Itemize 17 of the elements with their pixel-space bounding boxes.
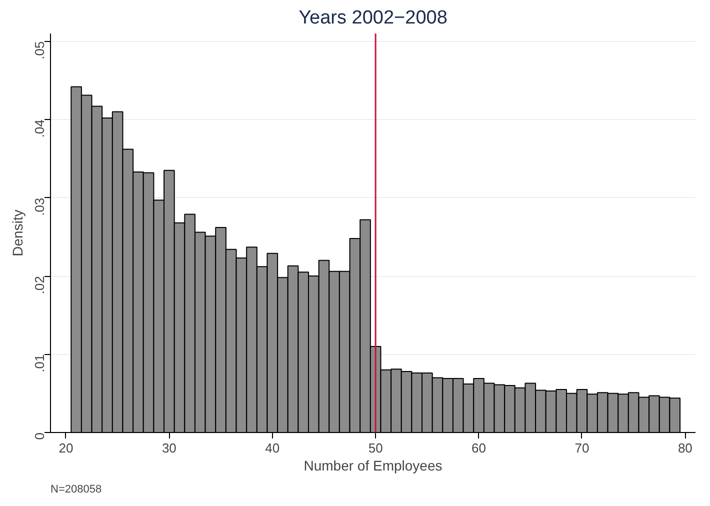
text: N=208058 [50,484,102,496]
x-axis-title: Number of Employees [304,458,442,474]
x-tick-label: 70 [574,440,590,456]
x-tick-label: 60 [472,440,486,456]
x-tick-label: 50 [368,440,383,456]
y-tick-label: .05 [32,41,47,60]
y-tick-label: .01 [32,354,47,372]
x-tick-label: 80 [678,440,692,456]
x-tick-label: 20 [58,440,74,456]
x-tick-label: 40 [265,440,280,456]
y-tick-label: .02 [32,276,47,294]
chart-title: Years 2002−2008 [298,8,448,28]
y-axis-title: Density [10,210,26,256]
y-tick-label: .04 [32,120,47,138]
x-tick-label: 30 [162,440,176,456]
y-tick-label: 0 [32,432,47,440]
y-tick-label: .03 [32,198,47,216]
